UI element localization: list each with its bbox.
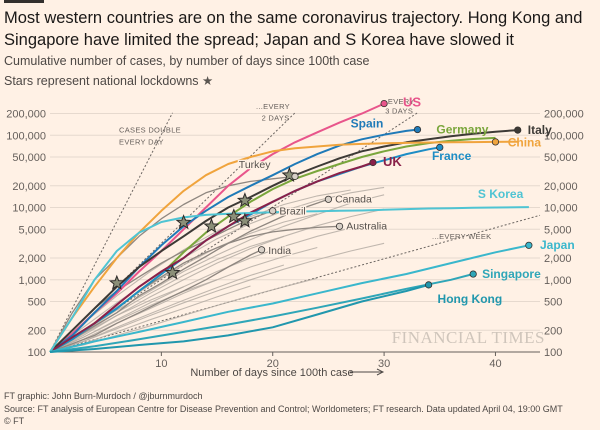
grey-country-line bbox=[49, 279, 218, 353]
end-dot-spain bbox=[413, 125, 422, 134]
star-icon: ★ bbox=[202, 74, 214, 88]
y-tick-label-right: 100,000 bbox=[544, 130, 584, 142]
end-dot-france bbox=[436, 143, 444, 151]
series-line-japan bbox=[49, 244, 530, 353]
end-dot-brazil bbox=[269, 207, 277, 215]
series-label-s-korea: S Korea bbox=[478, 187, 524, 201]
y-tick-label-right: 50,000 bbox=[544, 152, 578, 164]
y-tick-label-left: 200,000 bbox=[6, 109, 46, 121]
series-label-canada: Canada bbox=[335, 193, 372, 205]
end-dot-japan bbox=[525, 241, 533, 249]
series-line-italy bbox=[49, 129, 518, 353]
y-tick-label-right: 100 bbox=[544, 347, 562, 359]
y-tick-label-left: 1,000 bbox=[18, 275, 46, 287]
series-line-singapore bbox=[49, 273, 474, 353]
y-tick-label-right: 5,000 bbox=[544, 224, 572, 236]
end-dot-china bbox=[491, 138, 500, 146]
grey-country-line bbox=[49, 246, 318, 353]
series-label-china: China bbox=[508, 136, 542, 150]
chart-subtitle-lockdowns: Stars represent national lockdowns ★ bbox=[4, 73, 213, 88]
series-line-france bbox=[49, 146, 440, 353]
end-dot-uk bbox=[369, 158, 377, 167]
series-label-italy: Italy bbox=[528, 123, 552, 137]
reference-annotation: 2 DAYS bbox=[262, 114, 290, 123]
ft-watermark: FINANCIAL TIMES bbox=[392, 328, 545, 347]
series-line-china bbox=[49, 140, 518, 353]
x-axis-label: Number of days since 100th case bbox=[190, 367, 353, 379]
y-tick-label-left: 50,000 bbox=[12, 152, 46, 164]
series-line-spain bbox=[49, 128, 418, 353]
footer-source: Source: FT analysis of European Centre f… bbox=[4, 404, 563, 414]
lockdown-star-italy bbox=[175, 214, 192, 230]
end-dot-singapore bbox=[469, 270, 477, 278]
series-label-germany: Germany bbox=[436, 123, 488, 137]
lockdown-star-france bbox=[225, 208, 242, 224]
y-tick-label-right: 200,000 bbox=[544, 109, 584, 121]
y-tick-label-left: 500 bbox=[28, 297, 46, 309]
chart-subtitle: Cumulative number of cases, by number of… bbox=[4, 54, 370, 68]
lockdown-star-uk bbox=[236, 212, 253, 228]
x-axis-arrow bbox=[350, 368, 385, 376]
lockdown-star-spain bbox=[203, 217, 220, 234]
series-label-hong-kong: Hong Kong bbox=[438, 292, 503, 306]
y-tick-label-left: 2,000 bbox=[18, 253, 46, 265]
y-tick-label-left: 20,000 bbox=[12, 181, 46, 193]
x-tick-label: 10 bbox=[155, 358, 167, 370]
series-label-spain: Spain bbox=[351, 117, 384, 131]
x-tick-label: 20 bbox=[267, 358, 279, 370]
series-line-india bbox=[49, 249, 262, 353]
x-tick-label: 40 bbox=[489, 358, 501, 370]
reference-annotation: 3 DAYS bbox=[385, 107, 413, 116]
series-label-us: US bbox=[403, 94, 421, 109]
y-tick-label-right: 20,000 bbox=[544, 181, 578, 193]
series-label-brazil: Brazil bbox=[279, 205, 305, 217]
y-tick-label-left: 5,000 bbox=[18, 224, 46, 236]
lockdown-star-hubei bbox=[108, 274, 125, 290]
y-tick-label-right: 500 bbox=[544, 297, 562, 309]
end-dot-italy bbox=[514, 126, 522, 134]
series-label-japan: Japan bbox=[540, 238, 575, 252]
series-label-india: India bbox=[268, 245, 291, 257]
grey-country-line bbox=[49, 189, 351, 353]
y-tick-label-left: 200 bbox=[28, 325, 46, 337]
series-label-uk: UK bbox=[383, 154, 402, 169]
series-line-uk bbox=[49, 161, 374, 353]
y-tick-label-left: 100,000 bbox=[6, 130, 46, 142]
series-line-s-korea bbox=[49, 206, 529, 353]
y-tick-label-right: 10,000 bbox=[544, 203, 578, 215]
series-label-singapore: Singapore bbox=[482, 267, 541, 281]
series-label-france: France bbox=[432, 149, 472, 163]
reference-line bbox=[49, 214, 541, 353]
footer-credit: FT graphic: John Burn-Murdoch / @jburnmu… bbox=[4, 391, 203, 401]
end-dot-hong-kong bbox=[425, 281, 433, 289]
y-tick-label-left: 100 bbox=[28, 347, 46, 359]
footer-copyright: © FT bbox=[4, 416, 25, 426]
reference-annotation: ...EVERY bbox=[381, 97, 415, 106]
end-dot-india bbox=[257, 246, 266, 254]
end-dot-canada bbox=[324, 195, 333, 203]
end-dot-australia bbox=[335, 222, 344, 230]
reference-annotation: ...EVERY WEEK bbox=[432, 232, 491, 241]
y-tick-label-right: 2,000 bbox=[544, 253, 572, 265]
end-dot-turkey bbox=[291, 172, 299, 180]
reference-annotation: ...EVERY bbox=[256, 102, 290, 111]
grey-country-line bbox=[49, 242, 385, 353]
y-tick-label-right: 200 bbox=[544, 325, 562, 337]
y-tick-label-left: 10,000 bbox=[12, 203, 46, 215]
lockdown-star-germany bbox=[236, 192, 253, 208]
reference-annotation: CASES DOUBLE bbox=[119, 125, 181, 134]
y-tick-label-right: 1,000 bbox=[544, 275, 572, 287]
series-label-australia: Australia bbox=[346, 221, 387, 233]
lockdown-star-turkey bbox=[164, 264, 181, 280]
ft-top-rule bbox=[4, 0, 44, 3]
x-tick-label: 30 bbox=[378, 358, 390, 370]
chart-title: Most western countries are on the same c… bbox=[4, 9, 583, 49]
end-dot-us bbox=[380, 99, 388, 108]
chart-plot: 100 100 200 200 500 500 1,000 1,000 2,000 2,000 5,… bbox=[6, 94, 584, 379]
reference-line bbox=[49, 112, 173, 353]
series-line-hong-kong bbox=[49, 283, 429, 353]
lockdown-note: Stars represent national lockdowns bbox=[4, 74, 199, 88]
reference-annotation: EVERY DAY bbox=[119, 137, 164, 146]
series-label-turkey: Turkey bbox=[239, 159, 271, 171]
